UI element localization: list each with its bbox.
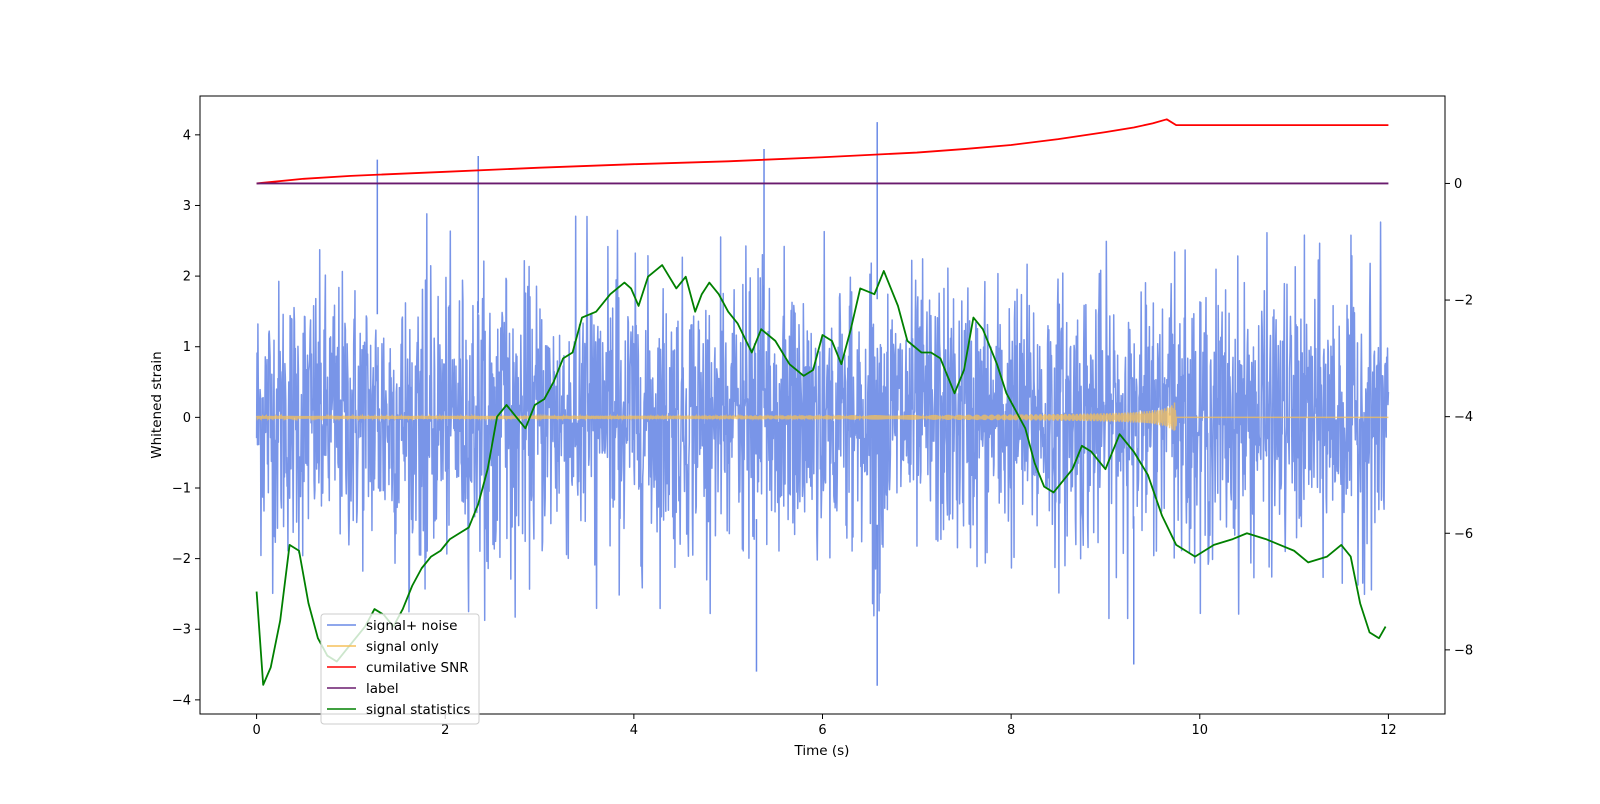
x-tick-label: 4 xyxy=(630,723,638,738)
series-signal-statistics xyxy=(255,264,1387,686)
plot-area xyxy=(255,118,1390,686)
x-axis: 0 2 4 6 8 10 12 xyxy=(252,714,1397,738)
x-tick-label: 0 xyxy=(252,723,260,738)
y-tick-label: −2 xyxy=(172,552,191,567)
y2-tick-label: −6 xyxy=(1454,527,1473,542)
y-tick-label: 3 xyxy=(183,199,191,214)
y-tick-label: 2 xyxy=(183,270,191,285)
legend: signal+ noise signal only cumilative SNR… xyxy=(320,613,480,725)
y-axis-right: −8 −6 −4 −2 0 xyxy=(1445,177,1473,658)
y-tick-label: −1 xyxy=(172,481,191,496)
x-tick-label: 2 xyxy=(441,723,449,738)
series-signal-only xyxy=(255,402,1389,431)
y2-tick-label: −2 xyxy=(1454,294,1473,309)
y2-tick-label: 0 xyxy=(1454,177,1462,192)
legend-label-cumulative-snr: cumilative SNR xyxy=(366,660,469,676)
y-axis-left: −4 −3 −2 −1 0 1 2 3 4 xyxy=(172,128,200,708)
y-axis-label: Whitened strain xyxy=(149,351,165,458)
legend-label-signal-statistics: signal statistics xyxy=(366,702,470,718)
y-tick-label: −3 xyxy=(172,623,191,638)
x-tick-label: 8 xyxy=(1007,723,1015,738)
y-tick-label: 4 xyxy=(183,128,191,143)
series-cumulative-snr xyxy=(256,118,1389,185)
y-tick-label: −4 xyxy=(172,693,191,708)
legend-label-signal-only: signal only xyxy=(366,639,439,655)
y2-tick-label: −4 xyxy=(1454,410,1473,425)
legend-label-label: label xyxy=(366,681,399,697)
x-tick-label: 12 xyxy=(1380,723,1397,738)
x-axis-label: Time (s) xyxy=(794,743,850,759)
y-tick-label: 1 xyxy=(183,340,191,355)
x-tick-label: 10 xyxy=(1191,723,1208,738)
legend-box xyxy=(320,613,480,725)
y-tick-label: 0 xyxy=(183,411,191,426)
x-tick-label: 6 xyxy=(818,723,826,738)
legend-label-signal-noise: signal+ noise xyxy=(366,618,457,634)
y2-tick-label: −8 xyxy=(1454,643,1473,658)
